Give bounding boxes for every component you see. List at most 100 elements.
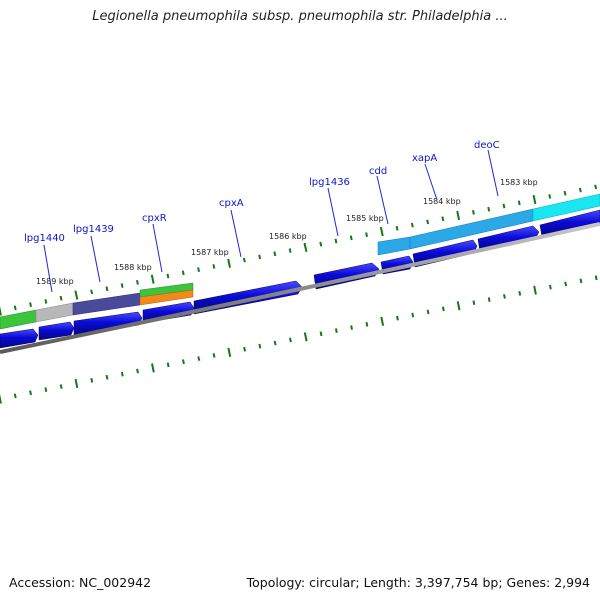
- minor-tick: [120, 371, 124, 377]
- leader-xapa: [424, 163, 438, 201]
- label-leaders: [43, 149, 499, 293]
- gene-label-cpxr[interactable]: cpxR: [142, 213, 167, 224]
- gene-label-xapa[interactable]: xapA: [412, 153, 437, 164]
- minor-tick: [120, 283, 124, 288]
- scale-ticks-upper: [0, 184, 598, 316]
- gene-label-lpg1440[interactable]: lpg1440: [24, 233, 65, 244]
- minor-tick: [136, 279, 139, 285]
- feature-cpxr-orange[interactable]: [139, 289, 194, 306]
- minor-tick: [594, 275, 598, 281]
- major-tick: [303, 332, 308, 342]
- minor-tick: [441, 216, 445, 222]
- major-tick: [74, 290, 79, 300]
- major-tick: [456, 210, 461, 221]
- feature-sky[interactable]: [377, 236, 411, 256]
- feature-cyan[interactable]: [532, 193, 600, 222]
- gene-arrow[interactable]: [539, 209, 600, 238]
- gene-label-cdd[interactable]: cdd: [369, 166, 387, 177]
- minor-tick: [166, 362, 170, 368]
- minor-tick: [426, 309, 430, 315]
- leader-lpg1439: [90, 235, 101, 283]
- gene-labels: lpg1440 lpg1439 cpxR cpxA lpg1436 cdd xa…: [24, 140, 500, 244]
- minor-tick: [487, 297, 491, 302]
- minor-tick: [258, 343, 262, 349]
- minor-tick: [502, 203, 506, 209]
- scale-label-1585: 1585 kbp: [346, 214, 384, 223]
- minor-tick: [319, 241, 323, 247]
- minor-tick: [59, 384, 63, 389]
- major-tick: [150, 274, 155, 284]
- feature-green[interactable]: [0, 309, 37, 330]
- minor-tick: [503, 294, 506, 299]
- minor-tick: [472, 300, 476, 305]
- minor-tick: [181, 270, 185, 276]
- major-tick: [227, 347, 232, 358]
- genome-backbone: [0, 222, 600, 354]
- minor-tick: [365, 232, 368, 238]
- minor-tick: [197, 267, 200, 273]
- minor-tick: [242, 257, 246, 263]
- minor-tick: [13, 305, 17, 311]
- major-tick: [151, 363, 155, 373]
- leader-cpxr: [152, 223, 163, 273]
- accession-text: Accession: NC_002942: [9, 575, 152, 590]
- gene-arrow[interactable]: [0, 328, 39, 349]
- minor-tick: [90, 377, 94, 383]
- minor-tick: [258, 254, 262, 260]
- minor-tick: [319, 331, 323, 337]
- minor-tick: [472, 209, 475, 215]
- gene-arrow[interactable]: [38, 321, 75, 341]
- minor-tick: [395, 225, 399, 231]
- gene-label-cpxa[interactable]: cpxA: [219, 198, 244, 209]
- minor-tick: [334, 328, 338, 334]
- minor-tick: [212, 264, 216, 269]
- minor-tick: [563, 190, 567, 196]
- scale-labels: 1589 kbp 1588 kbp 1587 kbp 1586 kbp 1585…: [36, 178, 538, 286]
- minor-tick: [273, 340, 277, 346]
- major-tick: [379, 226, 384, 237]
- scale-label-1584: 1584 kbp: [423, 197, 461, 206]
- minor-tick: [349, 235, 353, 241]
- leader-deoc: [487, 149, 499, 197]
- major-tick: [0, 394, 2, 404]
- minor-tick: [548, 194, 552, 199]
- minor-tick: [105, 374, 109, 380]
- minor-tick: [518, 290, 522, 296]
- minor-tick: [579, 278, 583, 284]
- scale-label-1588: 1588 kbp: [114, 263, 152, 272]
- minor-tick: [548, 284, 552, 290]
- minor-tick: [396, 315, 399, 321]
- scale-label-1587: 1587 kbp: [191, 248, 229, 257]
- minor-tick: [105, 286, 109, 292]
- minor-tick: [44, 299, 48, 304]
- minor-tick: [197, 356, 201, 361]
- gene-label-deoc[interactable]: deoC: [474, 140, 500, 151]
- minor-tick: [136, 368, 139, 374]
- leader-lpg1436: [327, 187, 339, 237]
- minor-tick: [59, 295, 63, 301]
- major-tick: [533, 285, 537, 295]
- minor-tick: [441, 306, 445, 312]
- minor-tick: [350, 325, 353, 330]
- gene-label-lpg1439[interactable]: lpg1439: [73, 224, 114, 235]
- scale-ticks-lower: [0, 275, 598, 404]
- major-tick: [532, 194, 537, 205]
- minor-tick: [166, 273, 170, 279]
- minor-tick: [487, 206, 491, 212]
- minor-tick: [594, 184, 598, 190]
- scale-label-1589: 1589 kbp: [36, 277, 74, 286]
- scale-label-1583: 1583 kbp: [500, 178, 538, 187]
- feature-gray[interactable]: [35, 302, 74, 323]
- minor-tick: [410, 222, 414, 228]
- major-tick: [74, 378, 79, 389]
- feature-slate[interactable]: [72, 292, 141, 316]
- gene-label-lpg1436[interactable]: lpg1436: [309, 177, 350, 188]
- major-tick: [303, 242, 308, 253]
- map-title: Legionella pneumophila subsp. pneumophil…: [92, 9, 508, 24]
- feature-track: [0, 193, 600, 330]
- minor-tick: [273, 251, 277, 257]
- minor-tick: [44, 387, 48, 393]
- minor-tick: [90, 289, 94, 295]
- minor-tick: [334, 238, 338, 244]
